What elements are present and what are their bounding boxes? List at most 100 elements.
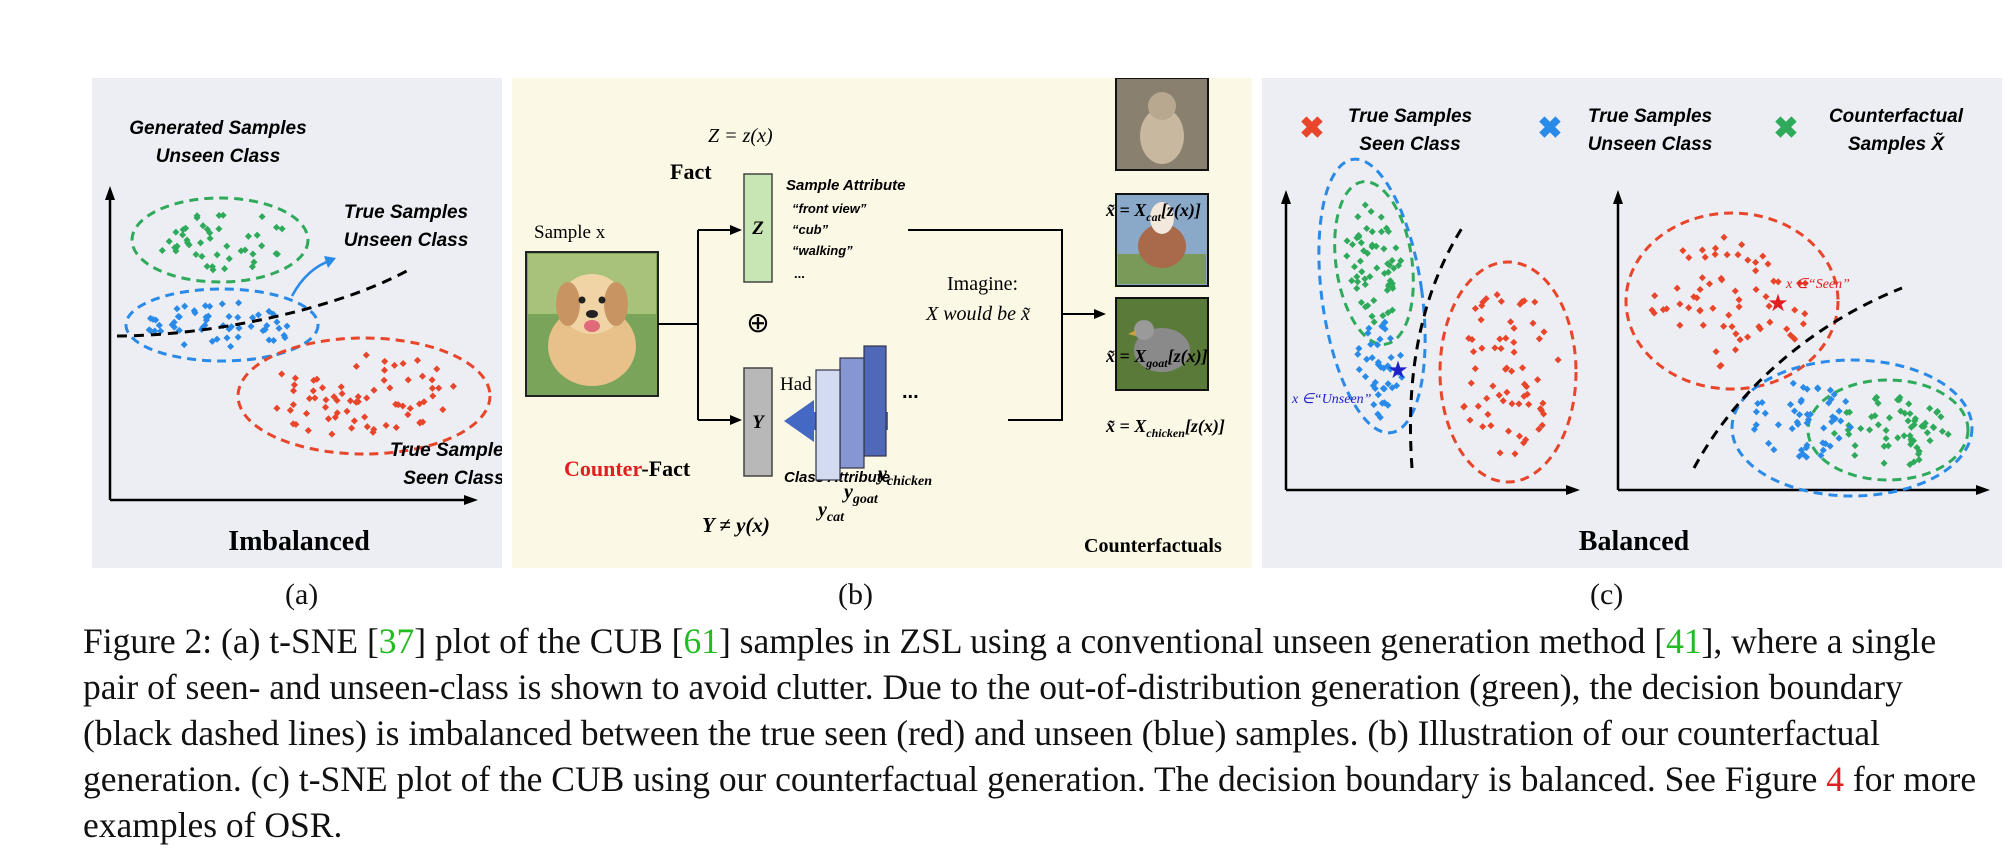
unseen-note: x ∈“Unseen” — [1291, 392, 1372, 407]
scatter-marker — [328, 430, 336, 438]
z-box — [743, 173, 773, 283]
scatter-marker — [234, 333, 242, 341]
scatter-marker — [192, 250, 200, 259]
scatter-marker — [179, 231, 187, 239]
scatter-marker — [253, 231, 261, 239]
scatter-marker — [1510, 338, 1518, 346]
scatter-marker — [381, 357, 389, 365]
scatter-marker — [313, 375, 321, 383]
scatter-marker — [1685, 254, 1693, 262]
cf-cat-eq: x̃ = Xcat[z(x)] — [1105, 200, 1201, 224]
scatter-marker — [380, 366, 389, 374]
scatter-marker — [218, 300, 226, 308]
scatter-marker — [348, 424, 356, 432]
scatter-marker — [386, 384, 394, 392]
scatter-marker — [244, 232, 252, 240]
scatter-marker — [1774, 278, 1782, 286]
scatter-marker — [193, 212, 201, 220]
scatter-marker — [173, 242, 181, 250]
scatter-marker — [439, 406, 447, 414]
legend-cf-1: Counterfactual — [1829, 106, 1964, 127]
scatter-marker — [1673, 284, 1681, 292]
figure-4-link[interactable]: 4 — [1826, 759, 1845, 799]
scatter-marker — [1871, 395, 1879, 403]
scatter-marker — [151, 327, 159, 335]
scatter-marker — [1373, 264, 1381, 272]
scatter-marker — [146, 314, 155, 322]
scatter-marker — [1361, 280, 1369, 289]
y-goat-label: ygoat — [842, 481, 879, 507]
scatter-marker — [1765, 439, 1773, 447]
scatter-marker — [392, 423, 400, 432]
scatter-marker — [168, 321, 176, 329]
unseen-samples-points — [145, 299, 291, 351]
scatter-marker — [1921, 419, 1929, 427]
scatter-marker — [428, 384, 436, 392]
scatter-marker — [309, 387, 317, 395]
scatter-marker — [1371, 384, 1379, 393]
scatter-marker — [1496, 335, 1504, 343]
scatter-marker — [265, 307, 273, 315]
scatter-marker — [292, 420, 300, 428]
scatter-marker — [1371, 378, 1379, 386]
scatter-marker — [227, 342, 235, 351]
fact-label: Fact — [670, 159, 712, 184]
scatter-marker — [221, 265, 229, 273]
citation-37[interactable]: 37 — [378, 621, 415, 661]
scatter-marker — [1364, 302, 1372, 310]
scatter-marker — [173, 305, 181, 313]
scatter-marker — [278, 370, 286, 378]
citation-41[interactable]: 41 — [1666, 621, 1702, 661]
scatter-marker — [223, 242, 231, 250]
citation-61[interactable]: 61 — [683, 621, 719, 661]
scatter-marker — [261, 326, 269, 334]
scatter-marker — [1819, 446, 1827, 454]
decision-boundary — [116, 266, 413, 338]
scatter-marker — [278, 225, 286, 233]
seen-samples-points — [273, 351, 457, 438]
scatter-marker — [406, 404, 414, 412]
scatter-marker — [1791, 306, 1799, 314]
scatter-marker — [225, 312, 233, 321]
scatter-marker — [273, 250, 281, 258]
scatter-marker — [275, 324, 283, 332]
scatter-marker — [172, 228, 180, 236]
scatter-marker — [449, 382, 457, 390]
scatter-marker — [1502, 334, 1510, 342]
generated-label-1: Generated Samples — [129, 118, 306, 139]
scatter-marker — [181, 302, 189, 310]
scatter-marker — [1789, 379, 1797, 387]
scatter-marker — [1474, 402, 1482, 410]
scatter-marker — [1685, 304, 1693, 312]
scatter-marker — [258, 242, 266, 250]
scatter-marker — [1540, 410, 1548, 418]
scatter-marker — [1801, 279, 1809, 287]
class-dots: ... — [902, 381, 919, 403]
scatter-marker — [145, 326, 153, 334]
scatter-marker — [1379, 384, 1387, 393]
generated-cluster-ellipse — [130, 196, 310, 284]
scatter-marker — [1384, 362, 1392, 370]
scatter-marker — [203, 225, 211, 233]
scatter-marker — [234, 313, 242, 321]
scatter-marker — [286, 406, 294, 414]
unseen-star: ★ — [1387, 357, 1409, 384]
scatter-marker — [1483, 394, 1491, 402]
scatter-marker — [305, 394, 314, 403]
scatter-marker — [1793, 418, 1801, 426]
scatter-marker — [352, 362, 360, 370]
scatter-marker — [1712, 348, 1720, 356]
scatter-marker — [1761, 409, 1769, 417]
scatter-marker — [1495, 391, 1503, 399]
scatter-marker — [1738, 241, 1746, 249]
scatter-marker — [291, 374, 299, 382]
scatter-marker — [191, 309, 199, 317]
scatter-marker — [270, 336, 278, 345]
scatter-marker — [1539, 399, 1547, 407]
scatter-marker — [1825, 399, 1833, 407]
scatter-marker — [1370, 318, 1378, 326]
scatter-marker — [1377, 213, 1385, 221]
scatter-marker — [1370, 296, 1378, 305]
scatter-marker — [197, 239, 205, 247]
scatter-marker — [363, 423, 371, 431]
